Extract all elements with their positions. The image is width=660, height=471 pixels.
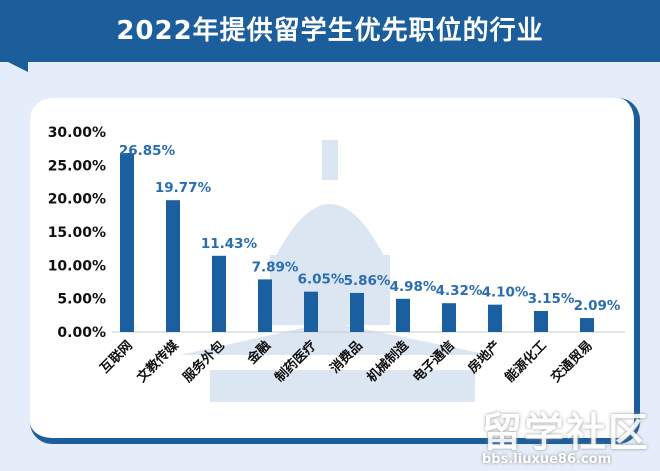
x-tick-label: 互联网	[98, 338, 136, 376]
watermark-url: bbs.liuxue86.com	[482, 452, 612, 467]
x-tick-label: 能源化工	[502, 338, 550, 386]
bar	[580, 318, 594, 332]
y-tick-label: 5.00%	[57, 292, 106, 308]
x-tick-label: 文教传媒	[134, 337, 183, 386]
data-label: 6.05%	[298, 272, 345, 288]
bar	[488, 304, 502, 332]
y-tick-label: 25.00%	[48, 158, 106, 174]
banner-notch	[0, 58, 28, 72]
data-label: 19.77%	[155, 180, 212, 196]
x-tick-label: 交通贸易	[548, 338, 596, 386]
bar	[258, 279, 272, 332]
bar	[534, 311, 548, 332]
bar	[304, 291, 318, 332]
bar	[212, 255, 226, 332]
bar	[120, 153, 134, 332]
bar	[442, 303, 456, 332]
title-banner	[0, 0, 660, 72]
data-label: 2.09%	[574, 298, 621, 314]
data-label: 3.15%	[528, 291, 575, 307]
bar	[166, 200, 180, 332]
data-label: 4.32%	[436, 283, 483, 299]
watermark: 留学社区 bbs.liuxue86.com	[482, 400, 650, 467]
data-label: 4.98%	[390, 279, 437, 295]
y-tick-label: 15.00%	[48, 225, 106, 241]
y-tick-label: 10.00%	[48, 258, 106, 274]
data-label: 11.43%	[201, 236, 258, 252]
watermark-logo: 留学社区	[482, 410, 650, 456]
building-watermark	[180, 140, 490, 402]
data-label: 7.89%	[252, 259, 299, 275]
bar	[396, 298, 410, 332]
y-tick-label: 0.00%	[57, 325, 106, 341]
page-title: 2022年提供留学生优先职位的行业	[116, 16, 544, 46]
data-label: 4.10%	[482, 285, 529, 301]
data-label: 26.85%	[119, 143, 176, 159]
data-label: 5.86%	[344, 273, 391, 289]
y-tick-label: 20.00%	[48, 192, 106, 208]
x-tick-label: 房地产	[465, 338, 504, 377]
y-tick-label: 30.00%	[48, 125, 106, 141]
bar	[350, 292, 364, 332]
